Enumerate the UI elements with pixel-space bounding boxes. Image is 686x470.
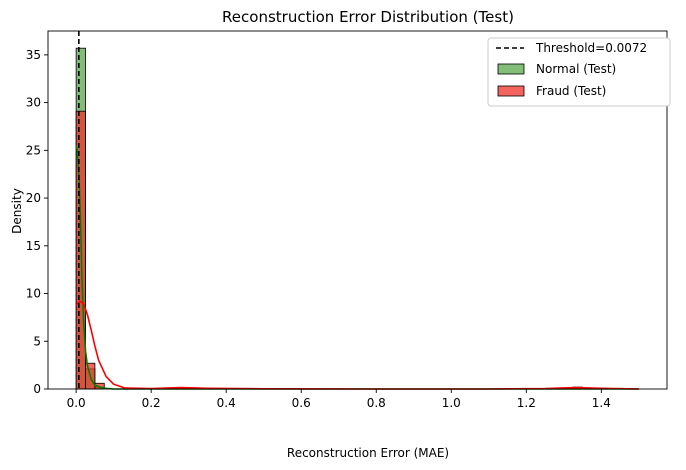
y-axis-label: Density [10,188,24,234]
x-tick-label: 1.4 [592,396,611,410]
y-tick-label: 35 [26,48,41,62]
legend-fraud-label: Fraud (Test) [536,84,606,98]
x-tick-label: 1.0 [442,396,461,410]
normal-kde-curve [75,145,639,390]
legend-fraud-swatch [497,85,525,97]
x-tick-label: 0.4 [217,396,236,410]
y-tick-label: 30 [26,96,41,110]
fraud-kde-curve [75,300,639,390]
y-tick-label: 5 [33,334,41,348]
plot-frame [47,30,668,390]
legend-frame [487,37,671,107]
plot-area: 0.0 0.2 0.4 0.6 0.8 1.0 1.2 1.4 0 5 10 15 20 25 30 35 [26,30,668,410]
legend-normal-label: Normal (Test) [536,62,616,76]
chart-title: Reconstruction Error Distribution (Test) [222,8,514,26]
y-tick-label: 10 [26,287,41,301]
y-tick-label: 15 [26,239,41,253]
x-axis-label: Reconstruction Error (MAE) [287,446,449,460]
x-tick-label: 1.2 [517,396,536,410]
x-tick-label: 0.8 [367,396,386,410]
legend: Threshold=0.0072 Normal (Test) Fraud (Te… [487,37,671,107]
x-tick-label: 0.6 [292,396,311,410]
y-tick-label: 20 [26,191,41,205]
y-tick-label: 0 [33,382,41,396]
legend-normal-swatch [497,63,525,75]
legend-threshold-label: Threshold=0.0072 [535,41,647,55]
y-tick-label: 25 [26,143,41,157]
x-tick-label: 0.0 [67,396,86,410]
x-tick-label: 0.2 [142,396,161,410]
